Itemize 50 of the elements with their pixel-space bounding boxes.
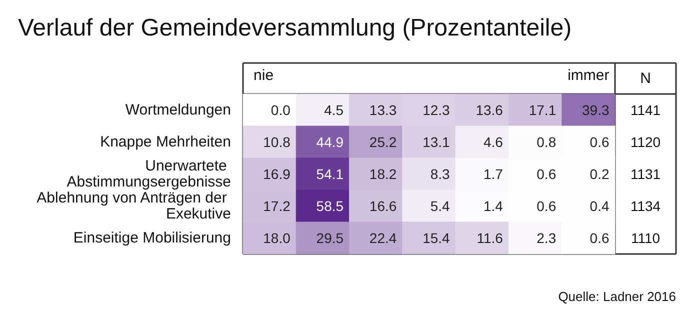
data-label: 1.4 xyxy=(483,198,504,214)
data-label: 10.8 xyxy=(263,134,291,150)
data-label: 4.6 xyxy=(483,134,504,150)
data-label: 5.4 xyxy=(430,198,450,214)
y2-tick-label: 1134 xyxy=(630,198,661,214)
y-tick-label: Ablehnung von Anträgen der Exekutive xyxy=(36,190,231,222)
data-label: 0.8 xyxy=(536,134,556,150)
data-label: 16.6 xyxy=(369,198,397,214)
x-tick-label: immer xyxy=(568,67,610,84)
data-label: 0.2 xyxy=(590,166,610,182)
data-label: 0.4 xyxy=(590,198,610,214)
data-label: 25.2 xyxy=(369,134,397,150)
data-label: 0.6 xyxy=(536,198,556,214)
y-tick-label: Unerwartete Abstimmungsergebnisse xyxy=(66,158,231,190)
data-label: 17.1 xyxy=(528,102,556,118)
source-note: Quelle: Ladner 2016 xyxy=(558,289,676,304)
data-label: 2.3 xyxy=(536,230,556,246)
data-label: 29.5 xyxy=(316,230,344,246)
data-label: 39.3 xyxy=(582,102,610,118)
data-label: 58.5 xyxy=(316,198,344,214)
data-label: 0.6 xyxy=(590,230,610,246)
y2-axis-title: N xyxy=(640,70,651,87)
y2-tick-label: 1141 xyxy=(630,102,661,118)
y2-tick-label: 1131 xyxy=(630,166,661,182)
data-label: 15.4 xyxy=(422,230,450,246)
data-label: 12.3 xyxy=(422,102,450,118)
y-tick-label: Wortmeldungen xyxy=(125,102,231,118)
data-label: 44.9 xyxy=(316,134,344,150)
x-tick-label: nie xyxy=(254,67,274,84)
data-label: 8.3 xyxy=(430,166,450,182)
data-label: 13.6 xyxy=(476,102,504,118)
data-label: 1.7 xyxy=(483,166,504,182)
data-label: 18.2 xyxy=(369,166,397,182)
data-label: 0.6 xyxy=(536,166,556,182)
y-tick-label: Einseitige Mobilisierung xyxy=(73,230,231,246)
y2-tick-label: 1120 xyxy=(630,134,661,150)
y2-tick-label: 1110 xyxy=(630,230,660,246)
data-label: 0.0 xyxy=(270,102,291,118)
y-tick-label: Knappe Mehrheiten xyxy=(100,134,231,150)
data-label: 11.6 xyxy=(476,230,504,246)
data-label: 13.3 xyxy=(369,102,397,118)
data-label: 22.4 xyxy=(369,230,397,246)
data-label: 0.6 xyxy=(590,134,610,150)
data-label: 13.1 xyxy=(422,134,450,150)
data-label: 18.0 xyxy=(263,230,291,246)
data-label: 16.9 xyxy=(263,166,291,182)
data-label: 4.5 xyxy=(324,102,344,118)
chart-title: Verlauf der Gemeindeversammlung (Prozentanteile) xyxy=(18,14,572,42)
data-label: 54.1 xyxy=(316,166,344,182)
data-label: 17.2 xyxy=(263,198,291,214)
